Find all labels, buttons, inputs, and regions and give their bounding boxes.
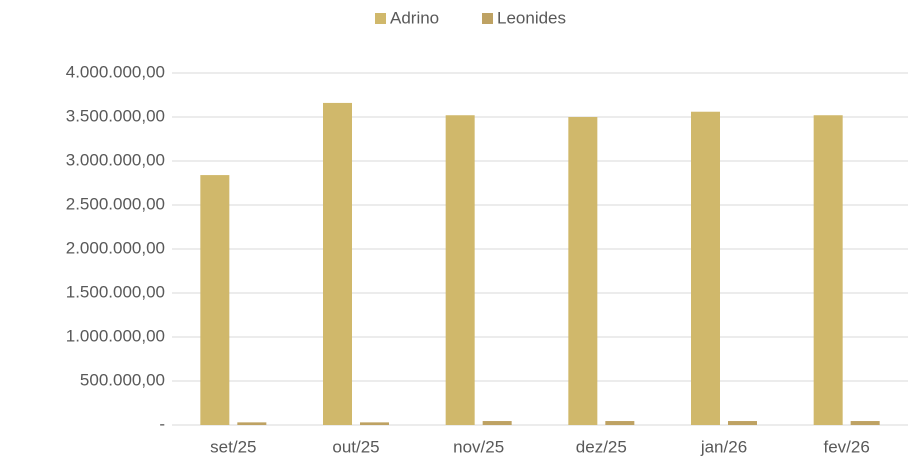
bar	[728, 421, 757, 425]
y-tick-label: 1.500.000,00	[66, 282, 165, 301]
y-tick-label: 2.500.000,00	[66, 194, 165, 213]
bar	[813, 115, 843, 426]
bar	[237, 422, 267, 425]
y-tick-label: 3.500.000,00	[66, 106, 165, 125]
y-tick-label: 1.000.000,00	[66, 326, 165, 345]
legend-swatch	[375, 13, 386, 24]
bar	[691, 111, 720, 425]
bar	[323, 102, 352, 426]
bar	[445, 115, 475, 426]
y-tick-label: -	[159, 414, 165, 433]
x-tick-label: nov/25	[453, 437, 504, 456]
y-tick-label: 3.000.000,00	[66, 150, 165, 169]
bar	[568, 117, 598, 425]
y-tick-label: 500.000,00	[80, 370, 165, 389]
x-tick-label: fev/26	[824, 437, 870, 456]
x-tick-label: jan/26	[700, 437, 747, 456]
legend-label: Leonides	[497, 8, 566, 27]
x-tick-label: set/25	[210, 437, 256, 456]
legend-label: Adrino	[390, 8, 439, 27]
y-tick-label: 2.000.000,00	[66, 238, 165, 257]
bar	[850, 421, 880, 425]
bar	[360, 422, 389, 425]
y-tick-label: 4.000.000,00	[66, 62, 165, 81]
x-tick-label: out/25	[332, 437, 379, 456]
bar	[482, 421, 512, 425]
bar	[605, 421, 635, 425]
bar	[200, 175, 230, 425]
x-tick-label: dez/25	[576, 437, 627, 456]
legend-swatch	[482, 13, 493, 24]
